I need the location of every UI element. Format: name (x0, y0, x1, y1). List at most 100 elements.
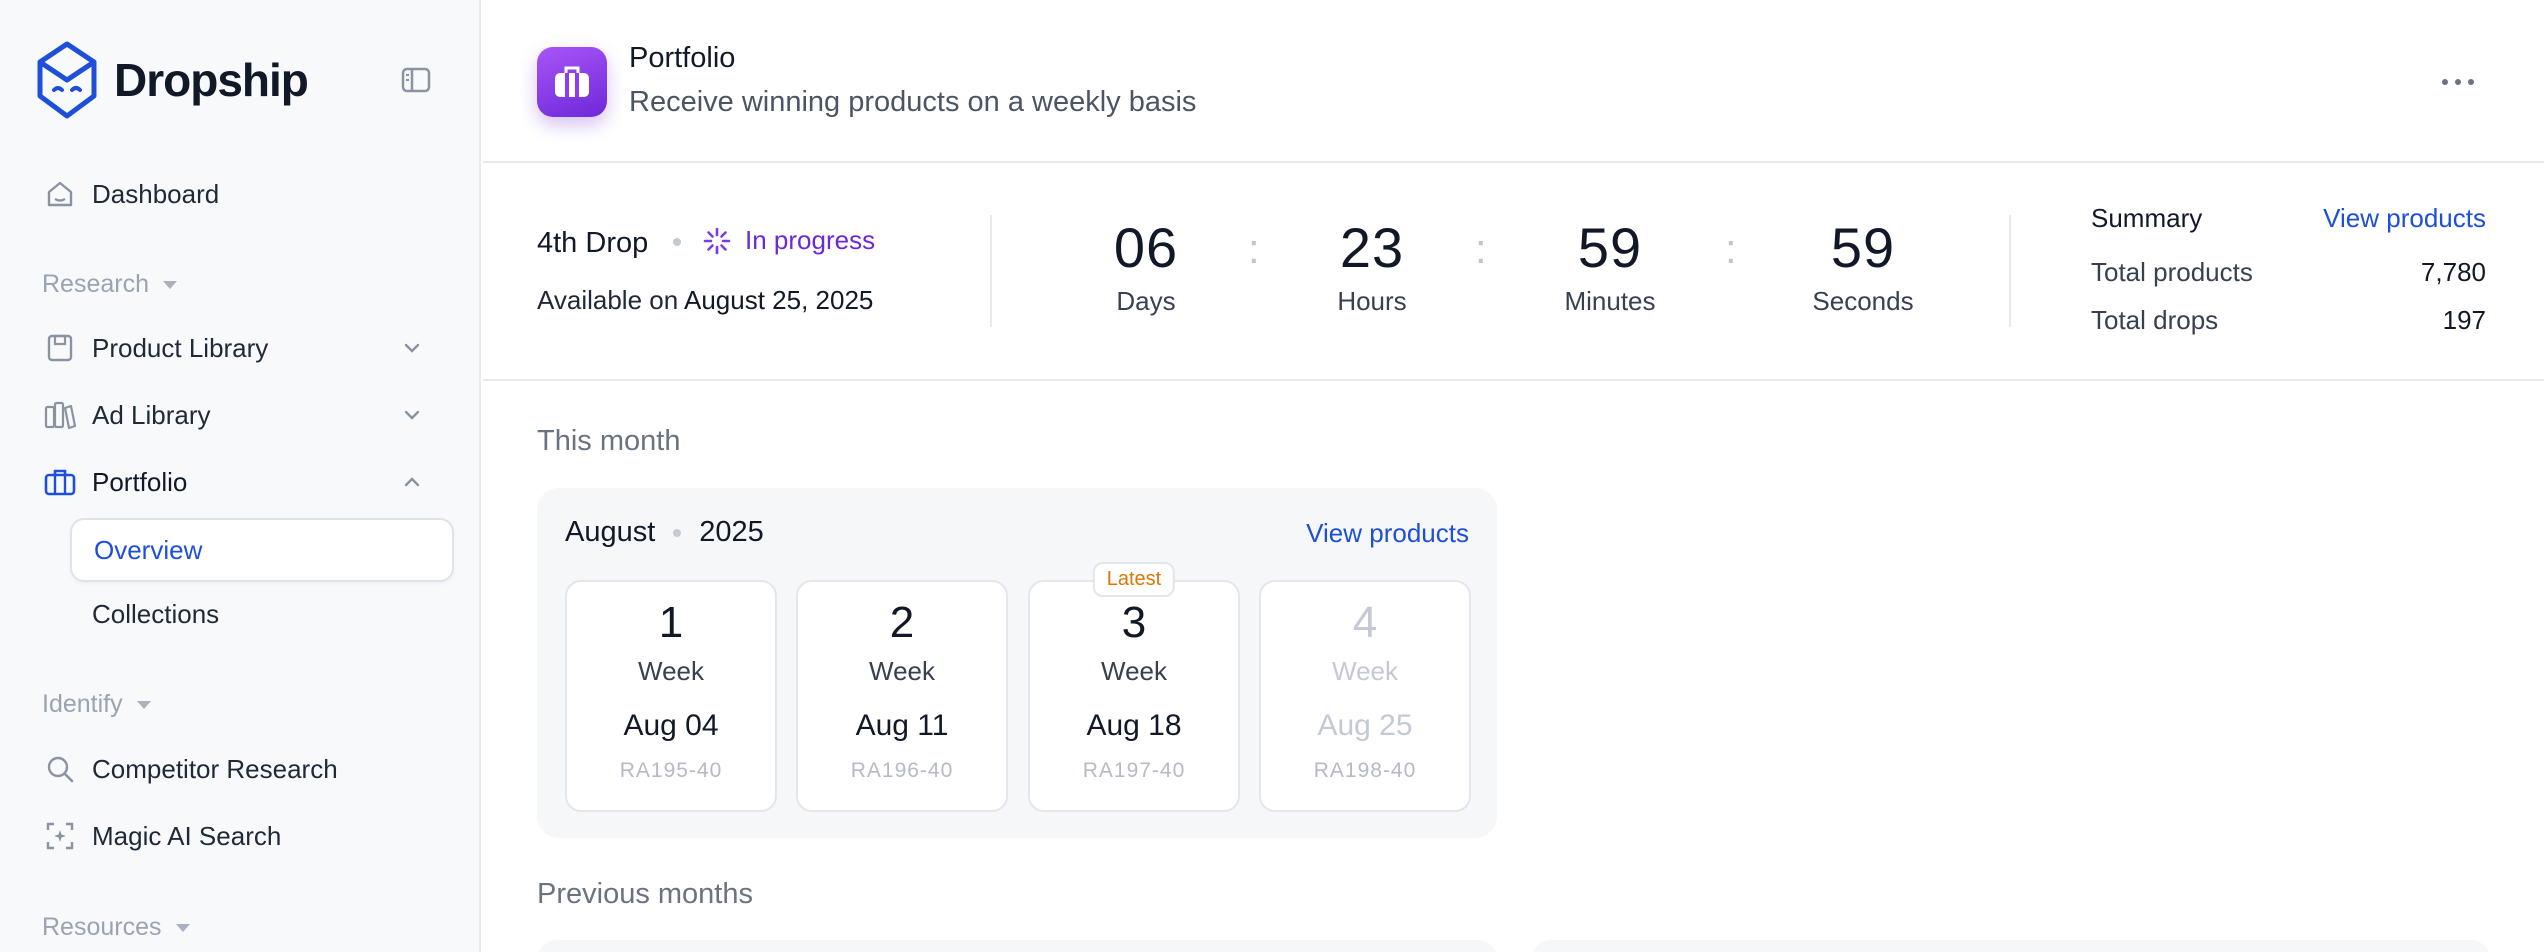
drop-status-strip: 4th Drop In progress Available on August… (483, 165, 2544, 381)
chevron-down-icon (404, 410, 420, 420)
week-code: RA196-40 (850, 759, 954, 782)
week-date: Aug 04 (623, 709, 719, 742)
summary-row-total-products: Total products 7,780 (2091, 257, 2486, 288)
countdown-colon: : (1725, 225, 1737, 272)
search-icon (40, 749, 80, 789)
main-content: Portfolio Receive winning products on a … (483, 0, 2544, 952)
more-horizontal-icon (2442, 79, 2474, 85)
ai-scan-icon (40, 816, 80, 856)
sidebar-item-label: Product Library (92, 332, 269, 363)
countdown-hours-value: 23 (1339, 216, 1405, 279)
available-date-line: Available on August 25, 2025 (537, 285, 873, 316)
page-subtitle: Receive winning products on a weekly bas… (629, 86, 1197, 118)
previous-month-card[interactable] (1531, 940, 2491, 952)
sidebar-item-label: Ad Library (92, 399, 211, 430)
week-number: 4 (1352, 598, 1378, 647)
books-icon (40, 395, 80, 435)
week-code: RA195-40 (619, 759, 723, 782)
section-title-previous-months: Previous months (537, 878, 753, 910)
countdown-days-value: 06 (1113, 216, 1179, 279)
week-card[interactable]: 2 Week Aug 11 RA196-40 (796, 580, 1008, 812)
available-date: August 25, 2025 (683, 285, 874, 315)
week-label: Week (869, 656, 935, 686)
section-identify-label: Identify (42, 690, 123, 718)
section-research[interactable]: Research (42, 270, 177, 299)
countdown-colon: : (1475, 225, 1487, 272)
sidebar-item-label: Magic AI Search (92, 820, 282, 851)
caret-down-icon (175, 923, 190, 932)
countdown-colon: : (1248, 225, 1260, 272)
chevron-down-icon (404, 343, 420, 353)
week-code: RA198-40 (1313, 759, 1417, 782)
loading-spinner-icon (703, 227, 731, 254)
month-year: 2025 (699, 516, 764, 548)
home-icon (40, 174, 80, 214)
week-code: RA197-40 (1082, 759, 1186, 782)
countdown-days: 06 Days (1046, 215, 1246, 317)
sidebar-item-label: Portfolio (92, 466, 188, 497)
sidebar-item-magic-ai-search[interactable]: Magic AI Search (40, 810, 454, 862)
page-header: Portfolio Receive winning products on a … (483, 0, 2544, 163)
month-title: August 2025 (565, 516, 764, 549)
portfolio-app-icon (537, 47, 607, 117)
sidebar-subitem-collections[interactable]: Collections (92, 598, 220, 629)
countdown-minutes: 59 Minutes (1510, 215, 1710, 317)
chevron-up-icon (404, 477, 420, 487)
dot-separator (673, 528, 682, 537)
status-badge: In progress (703, 225, 875, 256)
section-research-label: Research (42, 270, 149, 298)
caret-down-icon (163, 280, 177, 289)
sidebar-item-competitor-research[interactable]: Competitor Research (40, 743, 454, 795)
page-title: Portfolio (629, 42, 736, 74)
countdown-hours-label: Hours (1337, 286, 1407, 316)
more-options-button[interactable] (2433, 62, 2483, 102)
sidebar-toggle-icon (401, 67, 431, 93)
countdown-seconds-value: 59 (1830, 216, 1896, 279)
month-card: August 2025 View products 1 Week Aug 04 … (537, 488, 1497, 838)
section-identify[interactable]: Identify (42, 690, 151, 719)
summary-row-total-drops: Total drops 197 (2091, 305, 2486, 336)
brand[interactable]: Dropship (34, 40, 309, 120)
sidebar-item-label: Competitor Research (92, 753, 338, 784)
summary-label: Total products (2091, 257, 2253, 287)
month-view-products-link[interactable]: View products (1306, 518, 1469, 548)
week-date: Aug 18 (1086, 709, 1182, 742)
section-title-this-month: This month (537, 425, 681, 457)
summary-view-products-link[interactable]: View products (2323, 203, 2486, 233)
week-label: Week (1332, 656, 1398, 686)
summary-title: Summary (2091, 203, 2203, 233)
week-date: Aug 25 (1317, 709, 1413, 742)
countdown-minutes-label: Minutes (1564, 286, 1656, 316)
countdown-minutes-value: 59 (1577, 216, 1643, 279)
countdown-seconds: 59 Seconds (1763, 215, 1963, 317)
summary-value: 197 (2442, 305, 2486, 335)
week-label: Week (1101, 656, 1167, 686)
sidebar-item-product-library[interactable]: Product Library (40, 322, 454, 374)
section-resources[interactable]: Resources (42, 913, 190, 942)
section-resources-label: Resources (42, 913, 162, 941)
week-card-latest[interactable]: Latest 3 Week Aug 18 RA197-40 (1028, 562, 1240, 812)
sidebar-item-dashboard[interactable]: Dashboard (40, 168, 454, 220)
week-label: Week (638, 656, 704, 686)
brand-name: Dropship (114, 54, 309, 106)
sidebar-item-portfolio[interactable]: Portfolio (40, 456, 454, 508)
divider (2009, 215, 2011, 327)
latest-badge: Latest (1092, 562, 1176, 597)
divider (990, 215, 992, 327)
week-number: 3 (1121, 598, 1147, 647)
sidebar-collapse-button[interactable] (396, 62, 436, 98)
sidebar-item-label: Dashboard (92, 178, 220, 209)
previous-month-card[interactable] (537, 940, 1497, 952)
caret-down-icon (136, 700, 151, 709)
sidebar-item-ad-library[interactable]: Ad Library (40, 389, 454, 441)
status-label: In progress (745, 225, 876, 255)
sidebar: Dropship Dashboard Research Product Libr… (0, 0, 481, 952)
dropship-logo-icon (37, 41, 97, 119)
sidebar-subitem-overview[interactable]: Overview (70, 518, 454, 582)
dot-separator (673, 238, 681, 246)
briefcase-icon (40, 462, 80, 502)
week-number: 1 (658, 598, 684, 647)
summary-value: 7,780 (2420, 257, 2486, 287)
week-card-upcoming[interactable]: 4 Week Aug 25 RA198-40 (1259, 580, 1471, 812)
week-card[interactable]: 1 Week Aug 04 RA195-40 (565, 580, 777, 812)
